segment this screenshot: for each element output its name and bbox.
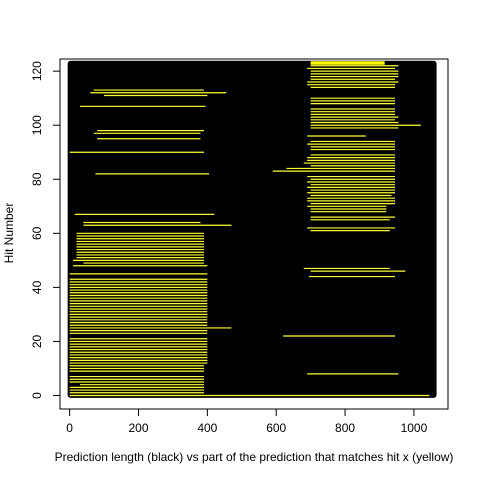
y-tick-label-80: 80 xyxy=(30,172,44,186)
prediction-segments xyxy=(68,61,437,397)
y-tick-label-120: 120 xyxy=(30,61,44,81)
x-axis: 0 200 400 600 800 1000 xyxy=(66,408,428,435)
y-tick-label-60: 60 xyxy=(30,226,44,240)
match-segments xyxy=(69,61,430,397)
x-tick-label-200: 200 xyxy=(128,421,148,435)
y-tick-label-40: 40 xyxy=(30,280,44,294)
y-tick-label-0: 0 xyxy=(30,392,44,399)
y-tick-label-20: 20 xyxy=(30,334,44,348)
x-tick-label-600: 600 xyxy=(266,421,286,435)
y-tick-label-100: 100 xyxy=(30,115,44,135)
x-tick-label-800: 800 xyxy=(335,421,355,435)
y-axis: 0 20 40 60 80 100 120 xyxy=(30,61,61,399)
y-axis-label: Hit Number xyxy=(2,203,16,264)
x-tick-label-1000: 1000 xyxy=(401,421,428,435)
x-tick-label-400: 400 xyxy=(197,421,217,435)
x-tick-label-0: 0 xyxy=(66,421,73,435)
x-axis-label: Prediction length (black) vs part of the… xyxy=(55,450,454,464)
